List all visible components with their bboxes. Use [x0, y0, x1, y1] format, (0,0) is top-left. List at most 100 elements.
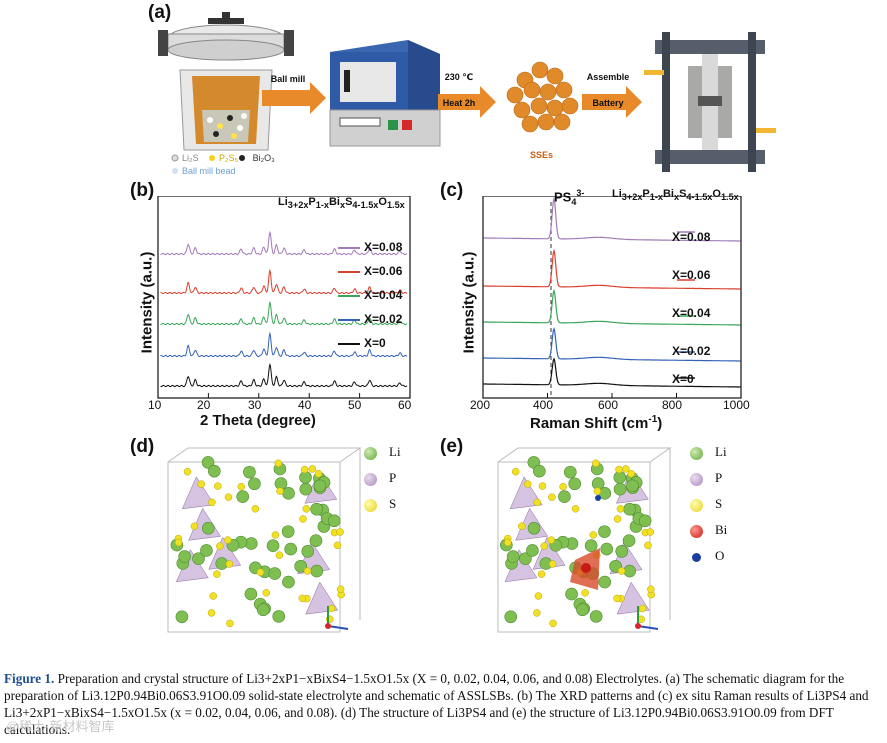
raman-series-line [483, 288, 741, 326]
sse-label: SSEs [530, 150, 554, 160]
xrd-series-line [160, 300, 408, 326]
arrow-label-heat: Heat 2h [442, 98, 476, 108]
s-atom [209, 592, 217, 600]
li-atom [622, 534, 636, 548]
s-atom [615, 465, 623, 474]
s-atom [213, 570, 221, 578]
legend-s: S [690, 496, 727, 522]
raman-series-line [483, 327, 741, 362]
xrd-legend-item: X=0.06 [338, 264, 402, 288]
s-atom [256, 568, 265, 577]
li-atom [272, 610, 286, 623]
arrow-icon [262, 82, 326, 114]
li-atom [584, 539, 598, 553]
raman-series-line [483, 248, 741, 290]
s-atom [627, 469, 635, 478]
s-atom [534, 592, 543, 600]
s-atom [571, 505, 580, 513]
li-atom [623, 502, 636, 516]
structure-e-legend: Li P S Bi O [690, 444, 727, 574]
s-atom [274, 459, 283, 468]
li-atom [313, 479, 327, 493]
xrd-xtick: 40 [298, 398, 312, 412]
raman-legend-item: X=0.06 [672, 268, 711, 282]
li-atom [626, 479, 639, 493]
xrd-xtick: 50 [348, 398, 362, 412]
li-atom [613, 482, 627, 496]
raman-ylabel: Intensity (a.u.) [460, 251, 478, 354]
li-atom [589, 610, 603, 623]
xrd-legend: X=0.08 X=0.06 X=0.04 X=0.02 X=0 [338, 240, 402, 360]
s-atom [504, 538, 512, 547]
arrow-icon [438, 86, 496, 118]
s-atom [333, 541, 342, 550]
s-atom [190, 522, 199, 530]
raman-legend: X=0.08 X=0.06 X=0.04 X=0.02 X=0 [672, 230, 710, 392]
li-atom [192, 552, 205, 565]
raman-peak-label: PS43- [554, 188, 585, 207]
xrd-legend-item: X=0.02 [338, 312, 402, 336]
s-atom [207, 609, 216, 617]
arrow-icon [582, 86, 642, 118]
li-atom [284, 542, 298, 556]
xrd-series-line [160, 230, 408, 256]
li-atom [600, 542, 614, 556]
s-atom [299, 515, 307, 523]
s-atom [613, 515, 622, 523]
arrow-label-battery: Battery [592, 98, 624, 108]
s-atom [589, 531, 598, 539]
legend-li: Li [364, 444, 401, 470]
structure-e-illustration [497, 447, 672, 633]
li-atom [310, 502, 323, 516]
legend-li: Li [690, 444, 727, 470]
legend-p: P [364, 470, 401, 496]
xrd-xlabel: 2 Theta (degree) [200, 412, 316, 429]
legend-s: S [364, 496, 401, 522]
s-atom [216, 542, 224, 550]
xrd-xtick-labels: 10 20 30 40 50 60 [140, 398, 430, 414]
li-atom [576, 603, 589, 617]
legend-p2s5: P₂S₅ [219, 153, 239, 163]
li-atom [281, 525, 295, 538]
s-atom [613, 594, 621, 603]
arrow-label-assemble: Assemble [586, 72, 630, 82]
s-atom [592, 459, 600, 468]
caption-text: Preparation and crystal structure of Li3… [4, 671, 869, 737]
panel-label-e: (e) [440, 436, 464, 457]
li-atom [519, 552, 532, 565]
xrd-xtick: 10 [148, 398, 162, 412]
xrd-frame [157, 196, 411, 399]
arrow-label-temperature: 230 ℃ [444, 72, 474, 82]
raman-xtick: 1000 [723, 398, 750, 412]
raman-legend-item: X=0.02 [672, 344, 711, 358]
xrd-legend-item: X=0.04 [338, 288, 402, 312]
s-atom [336, 528, 344, 536]
li-atom [533, 464, 546, 478]
o-atom [595, 495, 601, 501]
xrd-legend-item: X=0.08 [338, 240, 402, 264]
s-atom [549, 619, 557, 628]
sse-pellets-icon [506, 61, 579, 133]
xrd-xtick: 20 [197, 398, 211, 412]
xrd-ylabel: Intensity (a.u.) [138, 251, 156, 354]
ps4-tetrahedron [181, 476, 215, 510]
battery-cell-icon [644, 32, 776, 172]
s-atom [237, 482, 246, 491]
li-atom [243, 465, 256, 479]
li-atom [248, 477, 261, 491]
li-atom [565, 587, 578, 601]
li-atom [504, 610, 518, 624]
raman-xtick: 400 [533, 398, 554, 412]
s-atom [251, 505, 260, 513]
panel-label-a: (a) [148, 2, 172, 23]
li-atom [558, 490, 571, 503]
structure-d-illustration [167, 447, 362, 633]
s-atom [214, 482, 222, 490]
legend-o: O [690, 548, 727, 574]
li-atom [178, 550, 191, 563]
legend-ball-mill-bead: Ball mill bead [182, 166, 236, 176]
li-atom [282, 487, 295, 500]
legend-li2s: Li₂S [182, 153, 199, 163]
li-atom [200, 544, 213, 557]
s-atom [208, 498, 216, 507]
